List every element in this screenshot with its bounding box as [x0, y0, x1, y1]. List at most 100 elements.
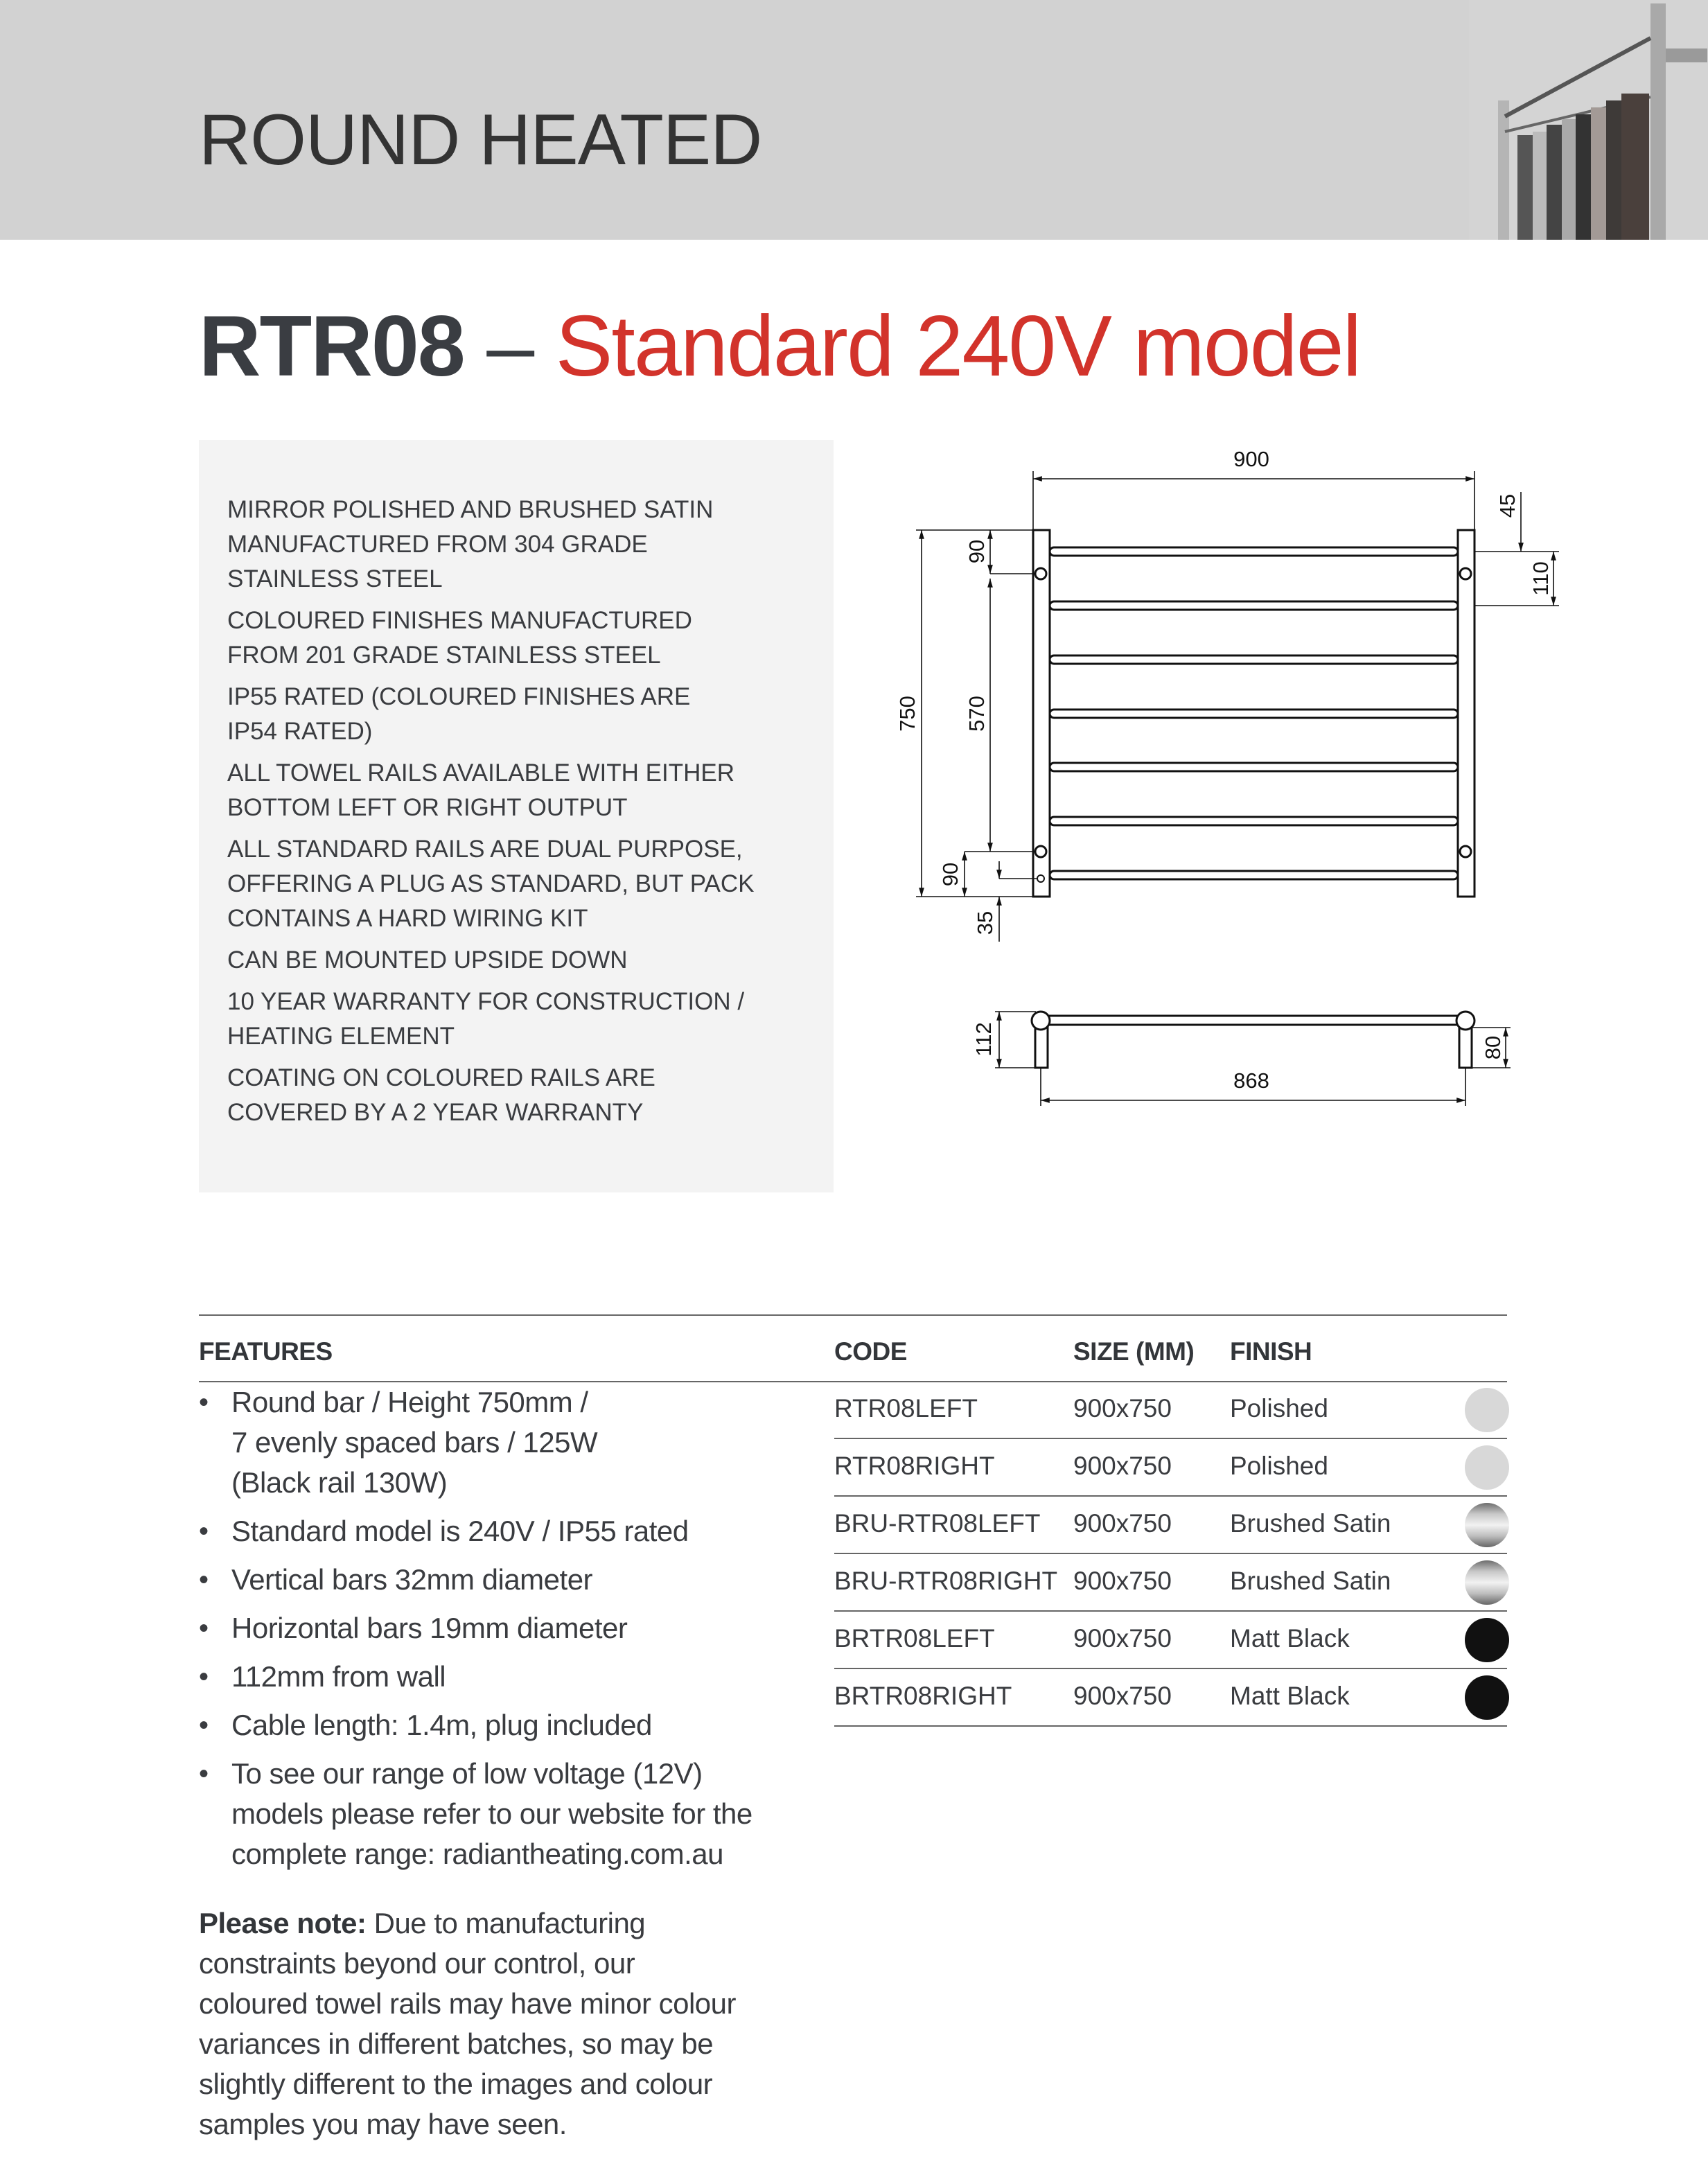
row-divider: [834, 1438, 1507, 1439]
bracket-icon: [1459, 845, 1472, 858]
dim-bracket-spacing: 570: [965, 696, 989, 732]
feature-item: • Standard model is 240V / IP55 rated: [199, 1511, 752, 1551]
spec-line: COLOURED FINISHES MANUFACTURED: [227, 607, 692, 634]
note-text: Due to manufacturing: [366, 1907, 646, 1939]
feature-line: 7 evenly spaced bars / 125W: [231, 1426, 598, 1459]
spec-item: COLOURED FINISHES MANUFACTURED FROM 201 G…: [227, 604, 754, 673]
cell-code: BRU-RTR08RIGHT: [834, 1567, 1058, 1595]
bullet-icon: •: [199, 1613, 209, 1644]
dimension-diagram: 900 750 90 570 90 35 45 110 112 80 868: [895, 447, 1559, 1106]
spec-line: FROM 201 GRADE STAINLESS STEEL: [227, 642, 661, 669]
dim-width: 900: [1233, 447, 1269, 471]
finish-swatch-black: [1465, 1618, 1509, 1662]
cell-finish: Brushed Satin: [1230, 1509, 1391, 1538]
note-text: samples you may have seen.: [199, 2108, 567, 2140]
spec-line: HEATING ELEMENT: [227, 1023, 455, 1050]
spec-item: IP55 RATED (COLOURED FINISHES ARE IP54 RA…: [227, 680, 754, 749]
spec-line: CAN BE MOUNTED UPSIDE DOWN: [227, 946, 628, 974]
spec-item: ALL TOWEL RAILS AVAILABLE WITH EITHER BOT…: [227, 756, 754, 825]
spec-line: STAINLESS STEEL: [227, 565, 443, 592]
feature-item: • 112mm from wall: [199, 1657, 752, 1697]
note-label: Please note:: [199, 1907, 367, 1939]
finish-swatch-polished: [1465, 1445, 1509, 1490]
rail: [1048, 761, 1459, 773]
spec-item: COATING ON COLOURED RAILS ARE COVERED BY …: [227, 1061, 754, 1130]
model-code: RTR08: [199, 299, 466, 394]
dim-outlet: 35: [973, 911, 997, 935]
finish-swatch-polished: [1465, 1388, 1509, 1432]
model-description: Standard 240V model: [555, 299, 1362, 394]
finish-swatch-black: [1465, 1675, 1509, 1720]
spec-line: OFFERING A PLUG AS STANDARD, BUT PACK: [227, 870, 755, 897]
feature-line: Horizontal bars 19mm diameter: [231, 1612, 628, 1644]
divider: [199, 1381, 1507, 1382]
feature-line: models please refer to our website for t…: [231, 1797, 752, 1830]
column-header-finish: FINISH: [1230, 1337, 1312, 1366]
rails: [1048, 546, 1459, 881]
dim-centres: 868: [1233, 1068, 1269, 1093]
feature-line: To see our range of low voltage (12V): [231, 1757, 703, 1790]
bracket-icon: [1034, 845, 1048, 858]
row-divider: [834, 1495, 1507, 1497]
cell-code: BRU-RTR08LEFT: [834, 1509, 1041, 1538]
model-heading: RTR08 – Standard 240V model: [199, 303, 1362, 389]
table-row: BRU-RTR08LEFT 900x750 Brushed Satin: [834, 1497, 1509, 1554]
bullet-icon: •: [199, 1662, 209, 1692]
spec-line: COVERED BY A 2 YEAR WARRANTY: [227, 1099, 644, 1126]
note-text: slightly different to the images and col…: [199, 2068, 713, 2100]
finish-swatch-brushed: [1465, 1560, 1509, 1605]
column-header-code: CODE: [834, 1337, 907, 1366]
bullet-icon: •: [199, 1710, 209, 1741]
features-heading: FEATURES: [199, 1337, 333, 1366]
spec-item: CAN BE MOUNTED UPSIDE DOWN: [227, 943, 754, 978]
cell-code: BRTR08LEFT: [834, 1624, 995, 1653]
feature-line: Vertical bars 32mm diameter: [231, 1563, 593, 1596]
bracket-icon: [1034, 567, 1048, 581]
dim-height: 750: [895, 696, 919, 732]
table-row: RTR08LEFT 900x750 Polished: [834, 1382, 1509, 1439]
row-divider: [834, 1610, 1507, 1612]
feature-line: complete range: radiantheating.com.au: [231, 1838, 723, 1870]
column-header-size: SIZE (MM): [1073, 1337, 1195, 1366]
cell-code: BRTR08RIGHT: [834, 1682, 1012, 1710]
spec-item: ALL STANDARD RAILS ARE DUAL PURPOSE, OFFE…: [227, 832, 754, 936]
note-line: coloured towel rails may have minor colo…: [199, 1984, 737, 2024]
cell-size: 900x750: [1073, 1682, 1172, 1710]
rail: [1048, 600, 1459, 611]
rail: [1048, 816, 1459, 827]
note-text: constraints beyond our control, our: [199, 1947, 635, 1980]
cell-size: 900x750: [1073, 1509, 1172, 1538]
dim-post-depth: 80: [1481, 1036, 1505, 1059]
table-row: BRU-RTR08RIGHT 900x750 Brushed Satin: [834, 1554, 1509, 1612]
note-line: constraints beyond our control, our: [199, 1944, 736, 1984]
feature-line: (Black rail 130W): [231, 1466, 448, 1499]
towel-rail-photo: [1469, 0, 1708, 240]
spec-line: 10 YEAR WARRANTY FOR CONSTRUCTION /: [227, 988, 745, 1015]
spec-line: ALL TOWEL RAILS AVAILABLE WITH EITHER: [227, 759, 734, 786]
note-line: variances in different batches, so may b…: [199, 2024, 736, 2064]
feature-line: 112mm from wall: [231, 1660, 446, 1693]
spec-line: COATING ON COLOURED RAILS ARE: [227, 1064, 655, 1091]
rail: [1048, 654, 1459, 665]
cell-code: RTR08LEFT: [834, 1394, 978, 1423]
outlet-icon: [1037, 874, 1045, 883]
please-note: Please note: Due to manufacturing constra…: [199, 1903, 737, 2145]
features-list: • Round bar / Height 750mm / 7 evenly spac…: [199, 1382, 752, 1883]
feature-item: • Vertical bars 32mm diameter: [199, 1560, 752, 1600]
note-text: variances in different batches, so may b…: [199, 2027, 714, 2060]
dimension-lines: [916, 471, 1559, 942]
dim-bottom-offset: 90: [938, 863, 962, 886]
spec-item: 10 YEAR WARRANTY FOR CONSTRUCTION / HEATI…: [227, 985, 754, 1054]
spec-line: ALL STANDARD RAILS ARE DUAL PURPOSE,: [227, 836, 743, 863]
row-divider: [834, 1725, 1507, 1727]
table-row: RTR08RIGHT 900x750 Polished: [834, 1439, 1509, 1497]
spec-line: MIRROR POLISHED AND BRUSHED SATIN: [227, 496, 714, 523]
right-post: [1456, 529, 1476, 898]
feature-line: Round bar / Height 750mm /: [231, 1386, 588, 1418]
specifications-box: MIRROR POLISHED AND BRUSHED SATIN MANUFAC…: [199, 440, 834, 1192]
rail: [1048, 870, 1459, 881]
note-line: Please note: Due to manufacturing: [199, 1903, 736, 1944]
cell-finish: Polished: [1230, 1452, 1328, 1480]
feature-item: • To see our range of low voltage (12V) mo…: [199, 1754, 752, 1874]
specifications-list: MIRROR POLISHED AND BRUSHED SATIN MANUFAC…: [227, 493, 754, 1137]
